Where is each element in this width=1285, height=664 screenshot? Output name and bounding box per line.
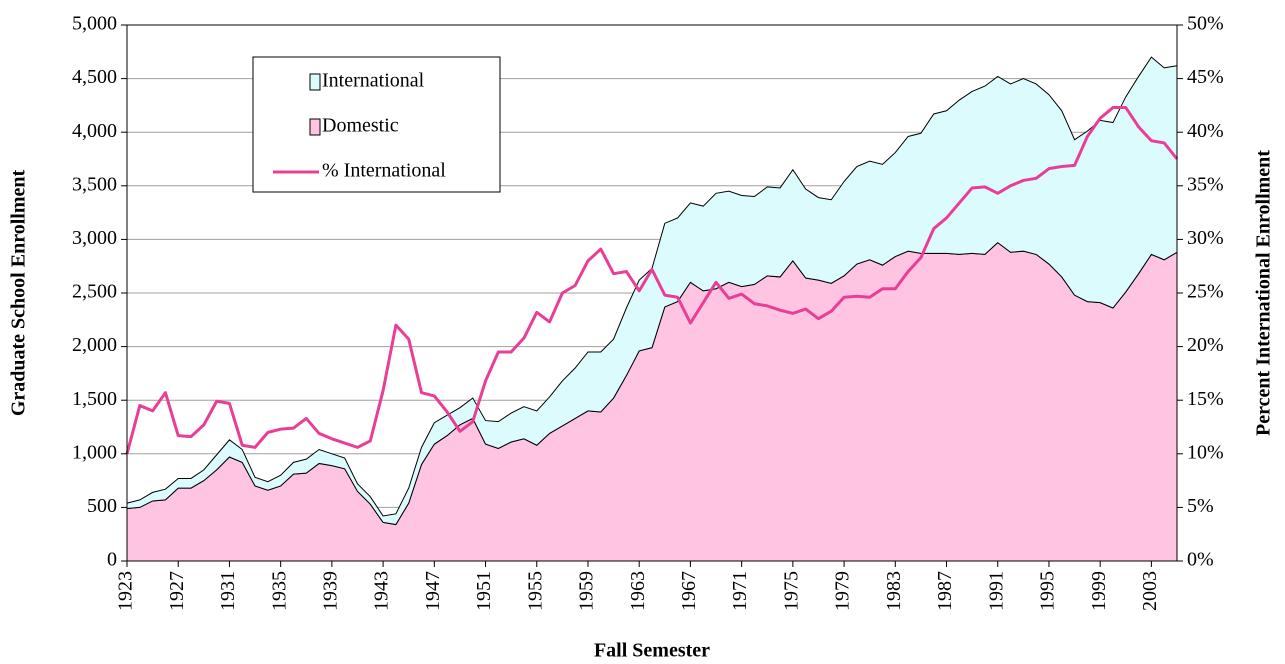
y-tick-label: 2,500 — [72, 281, 117, 303]
y2-tick-label: 5% — [1187, 495, 1214, 517]
y-tick-label: 4,000 — [72, 120, 117, 142]
y-axis-label: Graduate School Enrollment — [8, 170, 30, 417]
x-tick-label: 1931 — [217, 571, 239, 611]
x-axis-label: Fall Semester — [594, 640, 710, 662]
x-tick-label: 1939 — [319, 571, 341, 611]
x-tick-label: 1923 — [115, 571, 137, 611]
x-tick-label: 1983 — [883, 571, 905, 611]
legend-label: Domestic — [322, 115, 399, 137]
y-tick-label: 2,000 — [72, 334, 117, 356]
x-tick-label: 1963 — [627, 571, 649, 611]
x-tick-label: 1999 — [1088, 571, 1110, 611]
x-tick-label: 1995 — [1037, 571, 1059, 611]
y-tick-label: 0 — [107, 549, 117, 571]
y2-axis-label: Percent International Enrollment — [1253, 150, 1275, 436]
y2-tick-label: 40% — [1187, 120, 1224, 142]
x-tick-label: 1987 — [934, 571, 956, 611]
y2-tick-label: 15% — [1187, 388, 1224, 410]
x-tick-label: 1971 — [729, 571, 751, 611]
y-tick-label: 5,000 — [72, 13, 117, 35]
x-tick-label: 1935 — [268, 571, 290, 611]
legend-swatch — [309, 118, 321, 136]
plot-border — [126, 24, 1178, 562]
x-tick-label: 2003 — [1139, 571, 1161, 611]
x-tick-label: 1979 — [832, 571, 854, 611]
y-tick-label: 1,000 — [72, 441, 117, 463]
y-tick-label: 3,000 — [72, 227, 117, 249]
y2-tick-label: 35% — [1187, 173, 1224, 195]
y-tick-label: 500 — [87, 495, 117, 517]
legend-label: International — [322, 70, 425, 92]
legend-box — [252, 56, 501, 193]
x-tick-label: 1959 — [576, 571, 598, 611]
x-tick-label: 1955 — [524, 571, 546, 611]
y2-tick-label: 45% — [1187, 66, 1224, 88]
y-tick-label: 3,500 — [72, 173, 117, 195]
x-tick-label: 1975 — [780, 571, 802, 611]
y2-tick-label: 50% — [1187, 13, 1224, 35]
y-tick-label: 1,500 — [72, 388, 117, 410]
y2-tick-label: 20% — [1187, 334, 1224, 356]
x-tick-label: 1967 — [678, 571, 700, 611]
x-tick-label: 1991 — [985, 571, 1007, 611]
x-tick-label: 1927 — [166, 571, 188, 611]
line — [125, 106, 1179, 455]
y-tick-label: 4,500 — [72, 66, 117, 88]
legend-label: % International — [322, 160, 446, 182]
legend-swatch — [309, 73, 321, 91]
y2-tick-label: 0% — [1187, 549, 1214, 571]
y2-tick-label: 25% — [1187, 281, 1224, 303]
x-tick-label: 1951 — [473, 571, 495, 611]
y2-tick-label: 10% — [1187, 441, 1224, 463]
plot-area — [125, 24, 1179, 562]
x-tick-label: 1943 — [371, 571, 393, 611]
y2-tick-label: 30% — [1187, 227, 1224, 249]
x-tick-label: 1947 — [422, 571, 444, 611]
